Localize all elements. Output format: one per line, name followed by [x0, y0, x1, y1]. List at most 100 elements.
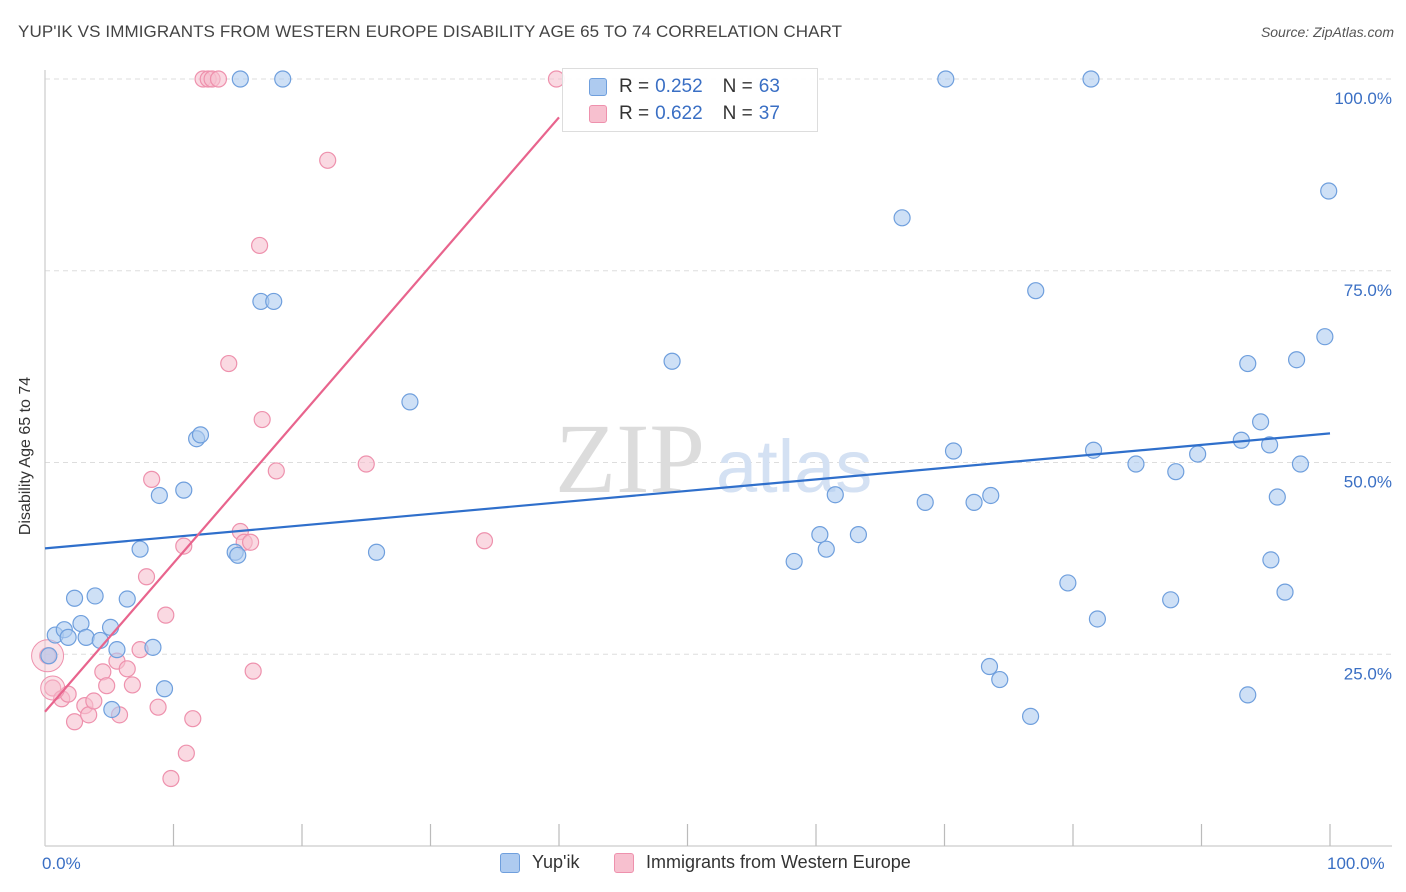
point-yupik — [849, 525, 868, 544]
point-yupik — [175, 481, 193, 499]
legend-row-yupik: R = 0.252 N = 63 — [563, 74, 780, 100]
point-immigrants-large — [40, 675, 66, 701]
point-immigrants — [242, 533, 260, 551]
point-yupik — [1239, 686, 1257, 704]
point-yupik — [103, 700, 121, 719]
point-immigrants — [220, 354, 238, 373]
point-immigrants — [319, 151, 337, 169]
point-immigrants — [357, 455, 375, 473]
point-yupik — [118, 590, 136, 608]
legend-r-label: R = — [619, 103, 650, 124]
y-tick-label: 50.0% — [1344, 473, 1392, 492]
point-yupik — [663, 352, 681, 370]
point-yupik — [59, 628, 77, 646]
point-yupik — [1021, 707, 1040, 725]
point-yupik — [367, 543, 386, 561]
bottom-legend-label: Yup'ik — [532, 852, 580, 872]
point-yupik — [191, 426, 210, 444]
point-yupik — [1320, 182, 1338, 200]
point-yupik — [229, 546, 247, 564]
watermark: ZIP atlas — [555, 403, 872, 514]
legend-r-value: 0.252 — [655, 76, 703, 97]
point-immigrants — [123, 676, 141, 694]
point-yupik — [86, 587, 104, 605]
bottom-legend-immigrants: Immigrants from Western Europe — [614, 852, 911, 873]
y-tick-label: 25.0% — [1344, 664, 1392, 683]
bottom-legend-swatch-pink — [614, 852, 634, 873]
point-yupik — [231, 70, 249, 88]
point-yupik — [826, 486, 844, 504]
point-immigrants — [184, 710, 202, 728]
legend-row-immigrants: R = 0.622 N = 37 — [563, 101, 780, 127]
point-yupik — [1088, 610, 1107, 628]
point-yupik — [274, 70, 292, 88]
point-yupik — [1162, 591, 1180, 609]
source-label: Source: ZipAtlas.com — [1260, 24, 1394, 40]
point-yupik — [893, 209, 911, 227]
point-yupik — [980, 657, 999, 676]
point-yupik — [1262, 551, 1280, 569]
point-yupik — [150, 486, 168, 505]
trendlines — [44, 116, 1331, 713]
point-immigrants — [149, 698, 167, 716]
point-yupik — [401, 393, 419, 411]
point-yupik — [1239, 354, 1257, 373]
point-immigrants — [244, 662, 262, 680]
point-yupik — [1189, 445, 1207, 463]
series-pink-points — [31, 70, 566, 788]
y-axis-title: Disability Age 65 to 74 — [17, 376, 34, 536]
legend-n-label: N = — [722, 76, 753, 97]
watermark-atlas: atlas — [716, 425, 872, 508]
point-yupik — [65, 589, 84, 607]
legend-swatch-pink — [589, 105, 607, 123]
point-yupik — [1268, 488, 1286, 506]
trendline-immigrants — [44, 116, 560, 713]
point-immigrants — [475, 532, 494, 550]
point-yupik — [916, 493, 934, 511]
bottom-legend-yupik: Yup'ik — [500, 852, 579, 873]
point-yupik — [1027, 282, 1045, 300]
point-immigrants — [65, 713, 84, 731]
point-immigrants — [137, 568, 156, 586]
trendline-yupik — [44, 432, 1331, 550]
axes — [44, 70, 1392, 847]
point-immigrants — [175, 537, 193, 555]
point-yupik — [937, 70, 955, 88]
correlation-legend: R = 0.252 N = 63 R = 0.622 N = 37 — [562, 68, 818, 132]
point-immigrants — [118, 660, 136, 678]
point-yupik — [1291, 455, 1310, 473]
point-immigrants — [143, 470, 161, 488]
point-yupik — [991, 670, 1009, 689]
y-tick-label: 75.0% — [1344, 281, 1392, 300]
point-yupik — [1167, 463, 1185, 481]
y-tick-label: 100.0% — [1334, 89, 1392, 108]
point-yupik — [155, 680, 174, 698]
point-yupik — [101, 618, 120, 637]
series-blue-points — [40, 70, 1338, 725]
point-yupik — [1127, 455, 1145, 473]
point-immigrants — [253, 410, 271, 429]
y-tick-labels: 25.0% 50.0% 75.0% 100.0% — [1334, 89, 1392, 683]
x-tick-label-max: 100.0% — [1327, 854, 1385, 873]
point-immigrants — [177, 744, 195, 762]
point-yupik — [108, 641, 126, 659]
point-yupik — [785, 552, 803, 571]
bottom-legend-label: Immigrants from Western Europe — [646, 852, 911, 872]
point-immigrants — [267, 462, 285, 480]
gridlines — [45, 78, 1392, 655]
point-yupik — [1252, 413, 1270, 431]
legend-swatch-blue — [589, 78, 607, 96]
point-immigrants — [85, 692, 103, 710]
point-yupik — [265, 292, 283, 311]
x-tick-label-min: 0.0% — [42, 854, 81, 873]
point-yupik — [77, 628, 95, 646]
legend-r-label: R = — [619, 76, 650, 97]
point-yupik — [811, 525, 829, 544]
legend-n-value: 63 — [758, 76, 780, 97]
point-yupik — [1287, 351, 1306, 369]
point-yupik — [944, 442, 963, 460]
point-yupik — [982, 486, 1000, 505]
bottom-legend-swatch-blue — [500, 852, 520, 873]
point-yupik — [1059, 574, 1077, 592]
